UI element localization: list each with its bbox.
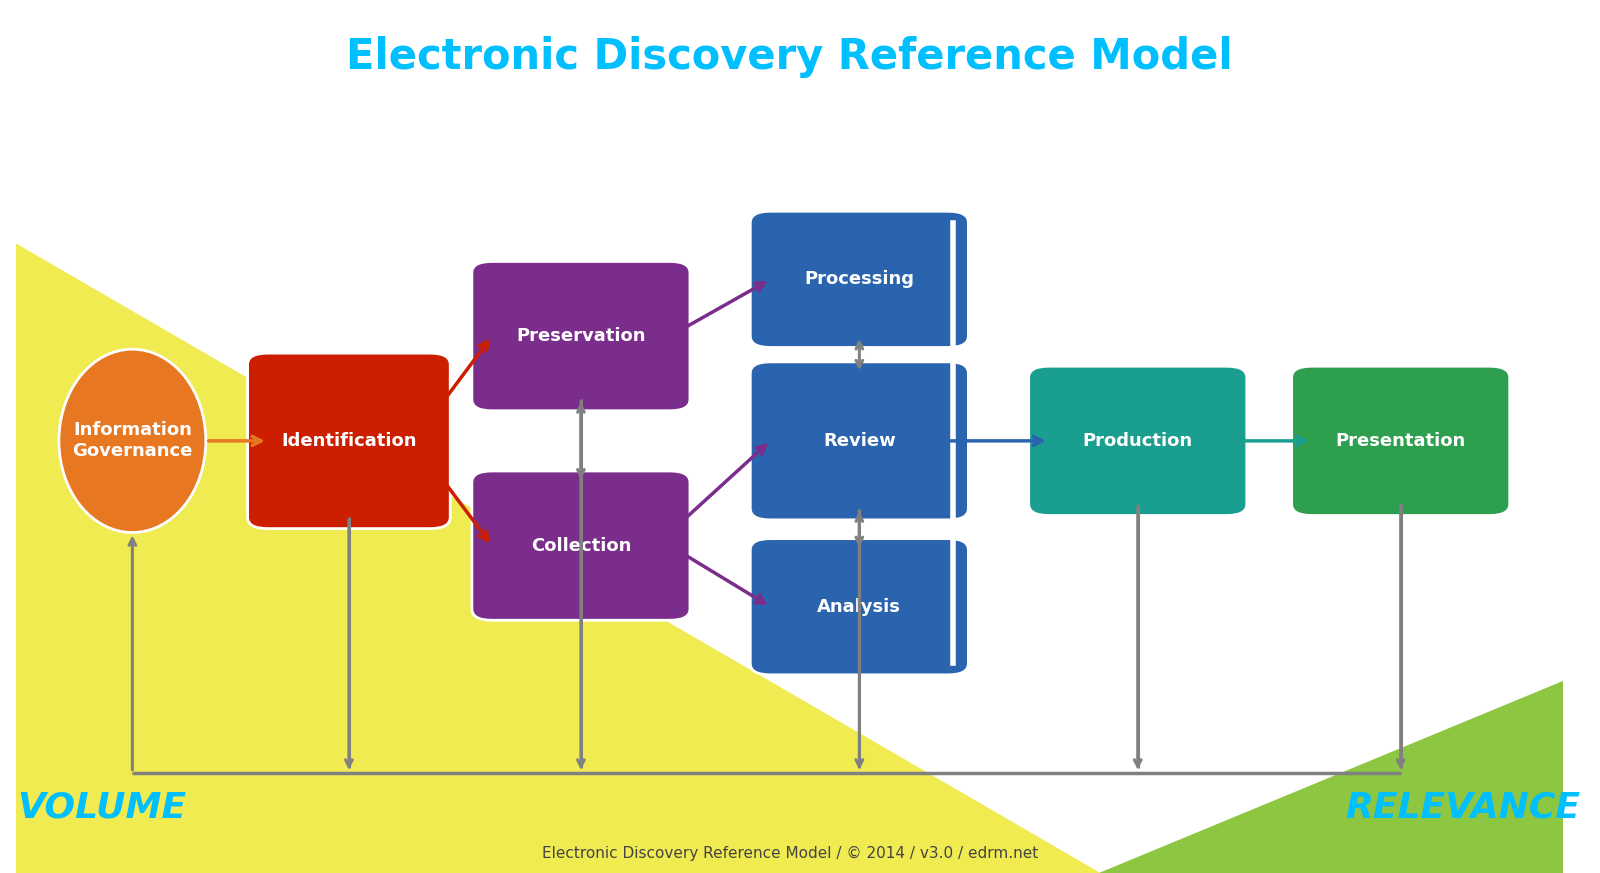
FancyBboxPatch shape (1029, 367, 1246, 515)
Text: Review: Review (822, 432, 896, 450)
Text: VOLUME: VOLUME (18, 791, 186, 824)
Text: Collection: Collection (531, 537, 630, 554)
Text: Identification: Identification (282, 432, 416, 450)
Text: Electronic Discovery Reference Model / © 2014 / v3.0 / edrm.net: Electronic Discovery Reference Model / ©… (542, 846, 1038, 862)
Polygon shape (1099, 681, 1563, 873)
Text: Information
Governance: Information Governance (72, 422, 192, 460)
Text: Preservation: Preservation (517, 327, 646, 345)
FancyBboxPatch shape (472, 262, 690, 411)
Ellipse shape (59, 349, 206, 533)
FancyBboxPatch shape (1291, 367, 1510, 515)
FancyBboxPatch shape (750, 211, 968, 347)
FancyBboxPatch shape (750, 539, 968, 675)
Text: Electronic Discovery Reference Model: Electronic Discovery Reference Model (347, 36, 1234, 78)
Text: Production: Production (1083, 432, 1194, 450)
Text: Processing: Processing (805, 271, 914, 288)
Text: Presentation: Presentation (1336, 432, 1466, 450)
Text: Analysis: Analysis (818, 598, 901, 615)
Text: RELEVANCE: RELEVANCE (1346, 791, 1581, 824)
FancyBboxPatch shape (472, 471, 690, 620)
FancyBboxPatch shape (248, 353, 450, 529)
Polygon shape (16, 244, 1099, 873)
FancyBboxPatch shape (750, 362, 968, 520)
